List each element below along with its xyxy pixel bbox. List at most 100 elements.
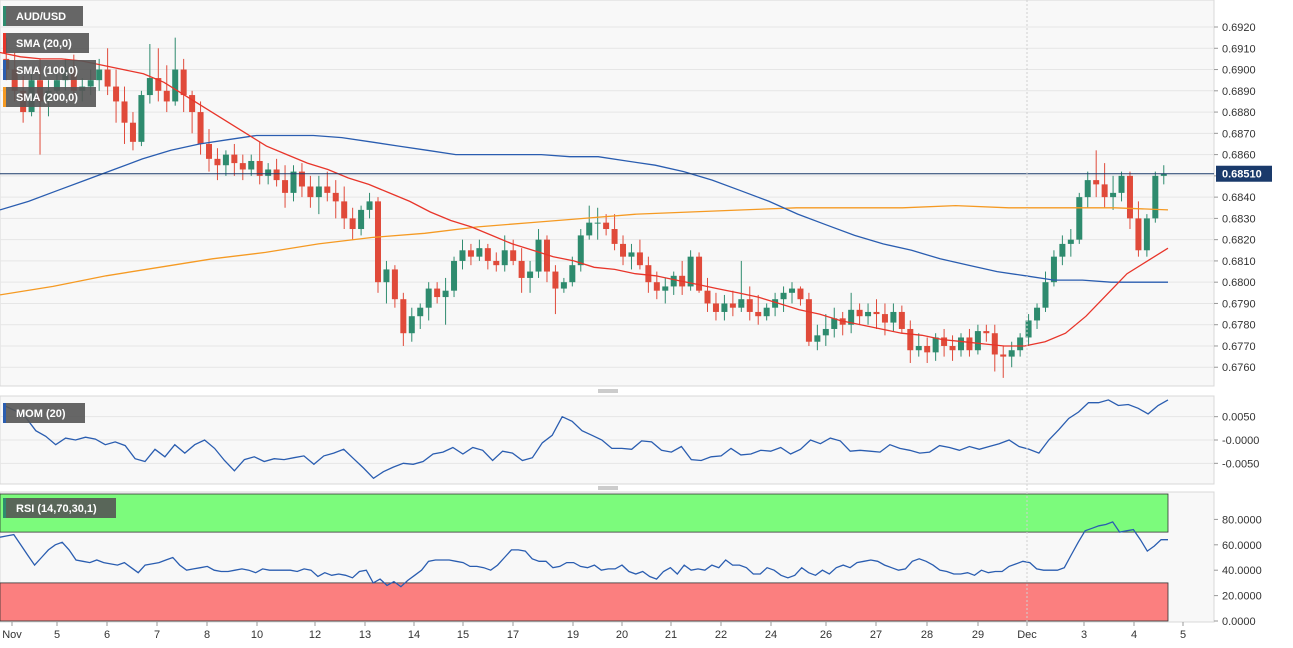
- x-tick-label: 12: [309, 629, 321, 641]
- candle-body: [256, 160, 263, 176]
- candle: [552, 265, 559, 315]
- candle-body: [789, 288, 796, 293]
- price-tag-text: 0.68510: [1222, 169, 1262, 181]
- candle-body: [755, 311, 762, 317]
- candle-body: [552, 271, 559, 289]
- rsi-panel-resize-handle[interactable]: [598, 486, 618, 490]
- candle-body: [907, 328, 914, 351]
- candle-body: [265, 169, 272, 176]
- rsi-label[interactable]: RSI (14,70,30,1): [3, 498, 116, 518]
- candle-body: [189, 95, 196, 113]
- candle-body: [738, 299, 745, 308]
- candle-body: [53, 80, 60, 91]
- candle-body: [924, 345, 931, 353]
- candle-body: [155, 78, 162, 91]
- candle-body: [636, 252, 643, 266]
- candle-body: [1025, 320, 1032, 338]
- candle: [1110, 175, 1117, 210]
- rsi-panel: 80.0000 60.0000 40.0000 20.0000 0.0000: [0, 493, 1262, 628]
- symbol-label[interactable]: AUD/USD: [3, 6, 83, 26]
- candle: [189, 90, 196, 134]
- candle: [425, 282, 432, 321]
- candle: [1017, 333, 1024, 357]
- candle-body: [653, 282, 660, 291]
- candle: [324, 171, 331, 202]
- mom-label[interactable]: MOM (20): [3, 403, 85, 423]
- candle-body: [873, 311, 880, 315]
- candle-body: [941, 337, 948, 346]
- x-tick-label: 3: [1081, 629, 1087, 641]
- candle-body: [206, 143, 213, 159]
- candle: [527, 260, 534, 293]
- candle-body: [417, 307, 424, 317]
- x-tick-label: 6: [104, 629, 110, 641]
- sma200-label[interactable]: SMA (200,0): [3, 87, 96, 107]
- candle: [983, 324, 990, 342]
- candle-body: [484, 248, 491, 261]
- rsi-overbought-zone: [0, 493, 1169, 533]
- candle-body: [974, 331, 981, 351]
- mom-line: [5, 399, 1169, 480]
- candle-body: [493, 260, 500, 266]
- candle: [518, 248, 525, 293]
- candle-body: [366, 201, 373, 210]
- candle: [535, 229, 542, 278]
- candle-body: [915, 345, 922, 351]
- candle-body: [957, 337, 964, 351]
- candle-body: [1017, 337, 1024, 351]
- candle-body: [290, 171, 297, 193]
- candle-body: [121, 101, 128, 123]
- candle: [687, 250, 694, 291]
- mom-y-tick-label: -0.0050: [1222, 458, 1259, 470]
- candle-body: [341, 201, 348, 219]
- candle: [197, 101, 204, 155]
- candle: [349, 207, 356, 240]
- candle: [180, 58, 187, 113]
- candle-body: [586, 222, 593, 236]
- candle-body: [391, 269, 398, 300]
- current-price-line: 0.68510: [0, 165, 1272, 182]
- candle-body: [1143, 218, 1150, 251]
- symbol-label-text: AUD/USD: [16, 11, 66, 23]
- candle: [738, 260, 745, 312]
- candle: [1084, 171, 1091, 208]
- candle-body: [865, 311, 872, 317]
- candle-body: [442, 290, 449, 298]
- sma20-line: [0, 51, 1169, 347]
- candle-body: [527, 271, 534, 278]
- candle: [451, 256, 458, 298]
- candle: [797, 286, 804, 306]
- candle: [915, 333, 922, 357]
- candle: [358, 205, 365, 236]
- candle: [256, 141, 263, 185]
- rsi-line: [0, 521, 1168, 588]
- candle: [248, 154, 255, 176]
- candle-body: [780, 292, 787, 300]
- sma20-label[interactable]: SMA (20,0): [3, 33, 89, 53]
- candle: [239, 154, 246, 181]
- candle-body: [814, 335, 821, 342]
- sma20-label-text: SMA (20,0): [16, 38, 72, 50]
- y-tick-label: 0.6780: [1222, 320, 1256, 332]
- candle-body: [518, 260, 525, 278]
- mom-panel-resize-handle[interactable]: [598, 389, 618, 393]
- x-tick-label: Dec: [1017, 629, 1037, 641]
- y-tick-label: 0.6840: [1222, 192, 1256, 204]
- candle-body: [332, 192, 339, 202]
- candle-body: [949, 345, 956, 351]
- candle-body: [248, 160, 255, 170]
- mom-y-tick-label: 0.0050: [1222, 412, 1256, 424]
- y-tick-label: 0.6800: [1222, 277, 1256, 289]
- candle: [1160, 165, 1167, 185]
- candle: [670, 271, 677, 295]
- candle: [831, 307, 838, 338]
- candle: [704, 277, 711, 312]
- candle: [442, 277, 449, 325]
- sma100-label[interactable]: SMA (100,0): [3, 60, 96, 80]
- candle-body: [146, 78, 153, 96]
- x-tick-label: 20: [616, 629, 628, 641]
- candle: [298, 163, 305, 198]
- candle-body: [11, 69, 18, 91]
- candle-body: [501, 250, 508, 266]
- candle-body: [1067, 239, 1074, 244]
